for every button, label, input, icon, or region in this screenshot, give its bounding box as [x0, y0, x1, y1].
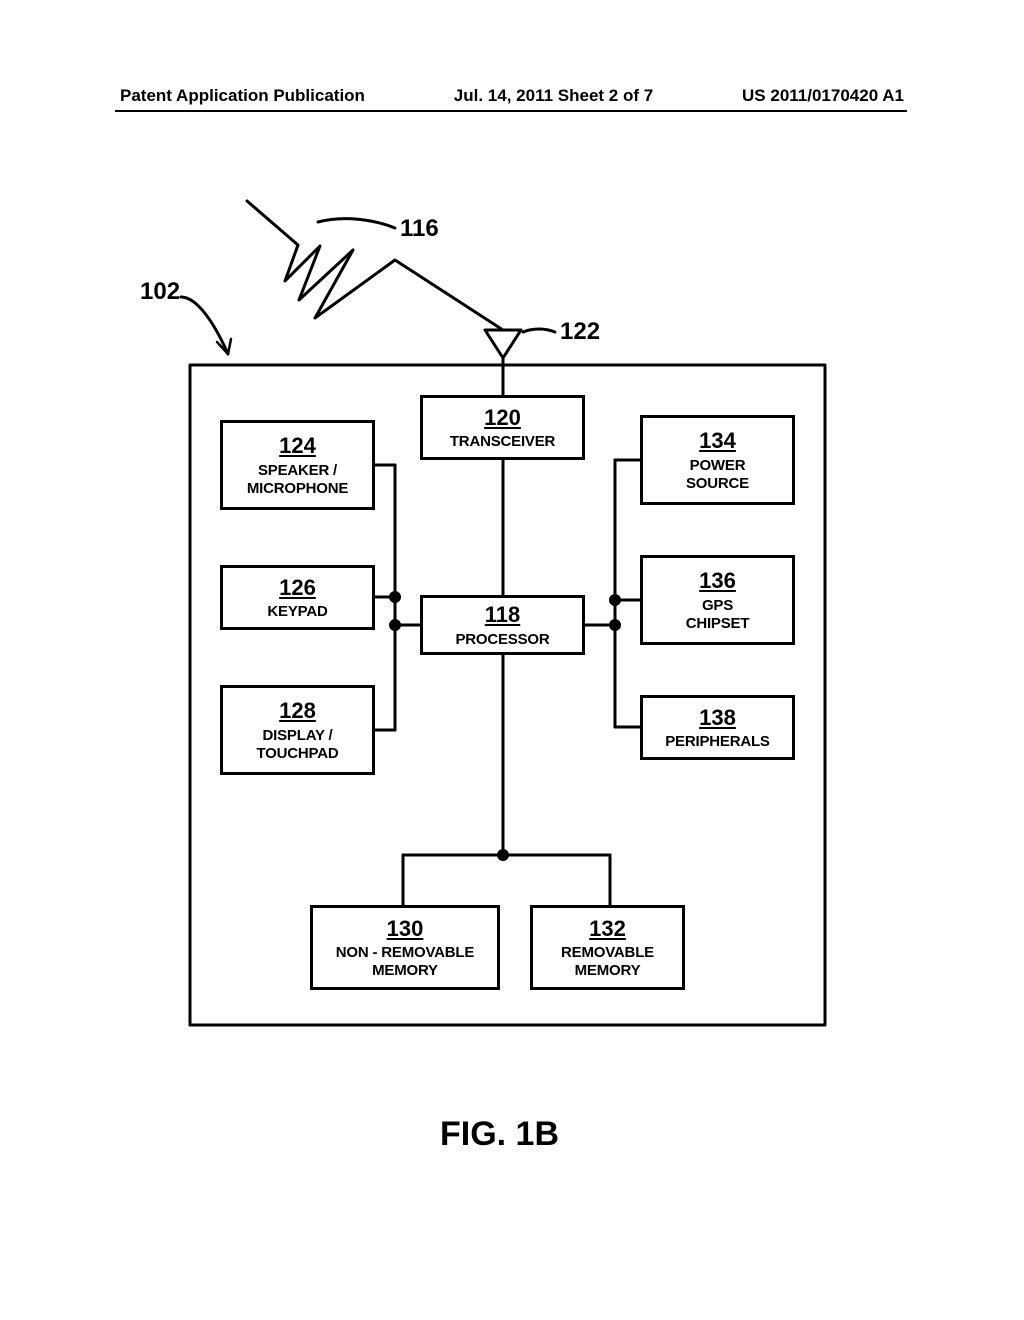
label-peripherals: PERIPHERALS	[665, 733, 770, 751]
label-keypad: KEYPAD	[267, 603, 327, 621]
block-processor: 118 PROCESSOR	[420, 595, 585, 655]
block-power: 134 POWERSOURCE	[640, 415, 795, 505]
label-removable: REMOVABLEMEMORY	[561, 944, 654, 980]
ref-keypad: 126	[279, 574, 316, 602]
header-center: Jul. 14, 2011 Sheet 2 of 7	[454, 86, 653, 106]
label-display: DISPLAY /TOUCHPAD	[256, 727, 338, 763]
ref-power: 134	[699, 427, 736, 455]
figure-label: FIG. 1B	[440, 1115, 559, 1154]
ref-speaker: 124	[279, 432, 316, 460]
block-nonremovable: 130 NON - REMOVABLEMEMORY	[310, 905, 500, 990]
label-transceiver: TRANSCEIVER	[450, 433, 555, 451]
ref-nonremovable: 130	[387, 915, 424, 943]
block-keypad: 126 KEYPAD	[220, 565, 375, 630]
ref-transceiver: 120	[484, 404, 521, 432]
label-power: POWERSOURCE	[686, 457, 749, 493]
block-gps: 136 GPSCHIPSET	[640, 555, 795, 645]
label-gps: GPSCHIPSET	[686, 597, 750, 633]
page-header: Patent Application Publication Jul. 14, …	[0, 86, 1024, 106]
block-removable: 132 REMOVABLEMEMORY	[530, 905, 685, 990]
header-left: Patent Application Publication	[120, 86, 365, 106]
callout-116: 116	[400, 215, 439, 243]
label-processor: PROCESSOR	[455, 631, 549, 649]
callout-102: 102	[140, 278, 180, 306]
header-right: US 2011/0170420 A1	[742, 86, 904, 106]
block-transceiver: 120 TRANSCEIVER	[420, 395, 585, 460]
ref-gps: 136	[699, 567, 736, 595]
callout-122: 122	[560, 318, 600, 346]
ref-removable: 132	[589, 915, 626, 943]
ref-processor: 118	[485, 601, 521, 629]
block-display: 128 DISPLAY /TOUCHPAD	[220, 685, 375, 775]
header-rule	[115, 110, 907, 112]
block-speaker: 124 SPEAKER /MICROPHONE	[220, 420, 375, 510]
label-nonremovable: NON - REMOVABLEMEMORY	[336, 944, 474, 980]
block-peripherals: 138 PERIPHERALS	[640, 695, 795, 760]
label-speaker: SPEAKER /MICROPHONE	[247, 462, 348, 498]
ref-peripherals: 138	[699, 704, 736, 732]
ref-display: 128	[279, 697, 316, 725]
